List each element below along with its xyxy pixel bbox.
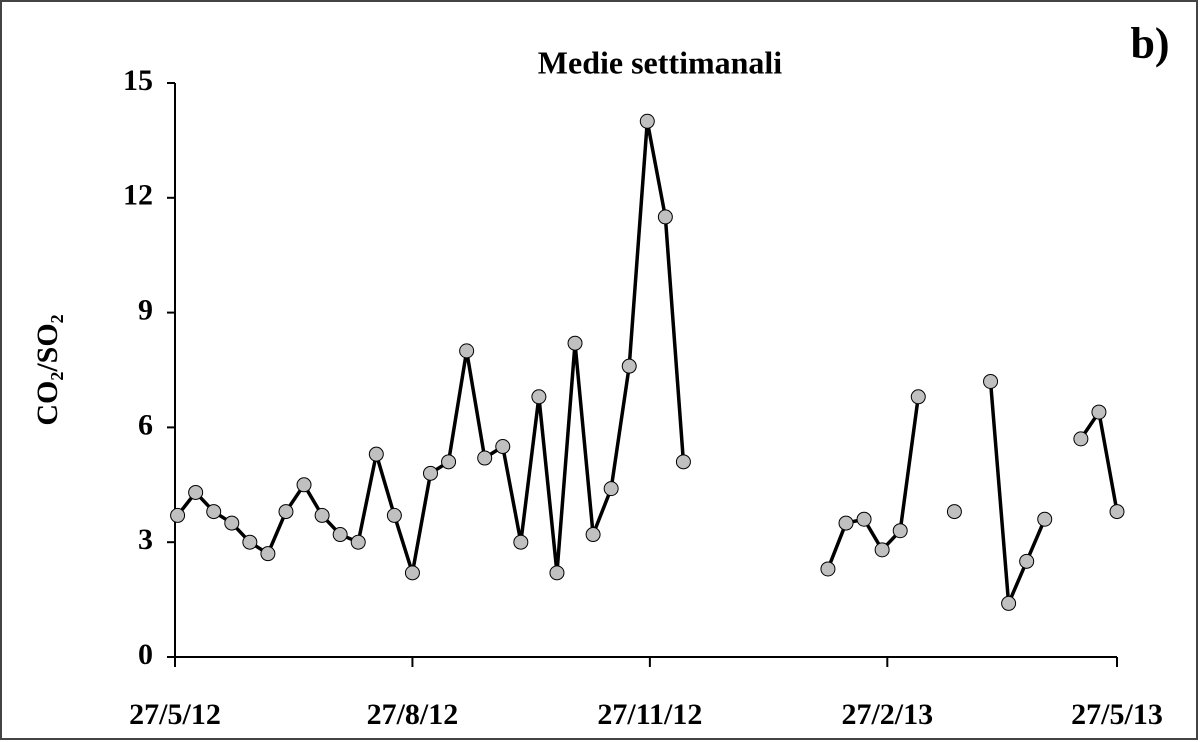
data-point <box>1037 511 1053 527</box>
data-point <box>549 565 565 581</box>
data-point <box>1019 553 1035 569</box>
y-tick-label: 9 <box>138 293 153 326</box>
y-tick-label: 12 <box>123 179 153 212</box>
data-point <box>423 465 439 481</box>
data-point <box>567 335 583 351</box>
data-point <box>260 546 276 562</box>
y-tick-label: 6 <box>138 408 153 441</box>
data-point <box>314 507 330 523</box>
data-point <box>332 527 348 543</box>
data-point <box>495 439 511 455</box>
data-point <box>983 373 999 389</box>
data-point <box>585 527 601 543</box>
data-point <box>477 450 493 466</box>
x-tick-label: 27/8/12 <box>367 698 459 731</box>
data-point <box>459 343 475 359</box>
data-point <box>531 389 547 405</box>
data-point <box>621 358 637 374</box>
x-tick-label: 27/5/12 <box>129 698 221 731</box>
data-point <box>675 454 691 470</box>
data-point <box>657 209 673 225</box>
y-axis-label: CO₂/SO₂ <box>31 314 64 425</box>
data-point <box>820 561 836 577</box>
data-point <box>296 477 312 493</box>
data-point <box>1001 595 1017 611</box>
data-point <box>910 389 926 405</box>
data-point <box>838 515 854 531</box>
data-point <box>1073 431 1089 447</box>
data-point <box>513 534 529 550</box>
data-point <box>242 534 258 550</box>
data-point <box>946 504 962 520</box>
data-point <box>386 507 402 523</box>
x-tick-label: 27/2/13 <box>841 698 933 731</box>
data-point <box>639 113 655 129</box>
data-point <box>892 523 908 539</box>
data-point <box>206 504 222 520</box>
data-point <box>170 507 186 523</box>
data-point <box>278 504 294 520</box>
x-tick-label: 27/11/12 <box>597 698 702 731</box>
data-point <box>441 454 457 470</box>
x-tick-label: 27/5/13 <box>1071 698 1163 731</box>
data-point <box>188 484 204 500</box>
y-tick-label: 3 <box>138 523 153 556</box>
data-point <box>224 515 240 531</box>
data-point <box>404 565 420 581</box>
panel-label: b) <box>1130 19 1169 68</box>
data-point <box>1091 404 1107 420</box>
chart-title: Medie settimanali <box>538 44 783 80</box>
data-point <box>368 446 384 462</box>
data-point <box>856 511 872 527</box>
data-point <box>874 542 890 558</box>
data-point <box>350 534 366 550</box>
data-point <box>603 481 619 497</box>
data-point <box>1109 504 1125 520</box>
y-tick-label: 15 <box>123 64 153 97</box>
y-tick-label: 0 <box>138 638 153 671</box>
